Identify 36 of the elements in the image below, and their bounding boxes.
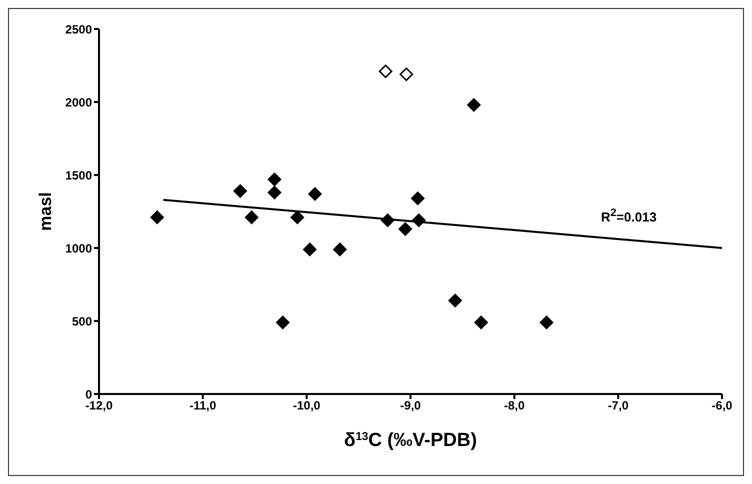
x-tick-label: -8,0 (504, 398, 525, 413)
point (268, 186, 282, 200)
point (233, 184, 247, 198)
point (150, 210, 164, 224)
annotation: R$^{2}$=0.013 (601, 207, 657, 224)
x-tick-label: -6,0 (712, 398, 733, 413)
point (411, 192, 425, 206)
point (380, 214, 394, 228)
point (400, 68, 414, 82)
y-tick-label: 1000 (65, 241, 92, 256)
point (448, 294, 462, 308)
x-tick-label: -10,0 (292, 398, 321, 413)
x-tick-label: -12,0 (85, 398, 113, 413)
x-tick-label: -7,0 (608, 398, 629, 413)
x-axis-title: δ$^{13}$C (‰V-PDB) (344, 430, 477, 451)
y-tick-label: 2500 (65, 22, 92, 36)
y-tick-label: 1500 (65, 168, 92, 182)
point (268, 172, 282, 186)
y-axis-title: masl (36, 192, 55, 231)
y-tick-label: 500 (72, 314, 92, 328)
y-tick-label: 0 (85, 387, 92, 402)
point (467, 98, 481, 112)
point (276, 316, 290, 330)
point (378, 64, 392, 78)
point (290, 210, 304, 224)
point (244, 210, 258, 224)
x-tick-label: -11,0 (189, 398, 216, 413)
point (308, 187, 322, 201)
x-tick-label: -9,0 (400, 398, 422, 413)
point (303, 242, 317, 256)
point (412, 214, 426, 228)
point (540, 316, 554, 330)
point (474, 316, 488, 330)
point (398, 222, 412, 236)
point (333, 242, 347, 256)
y-tick-label: 2000 (65, 95, 92, 110)
